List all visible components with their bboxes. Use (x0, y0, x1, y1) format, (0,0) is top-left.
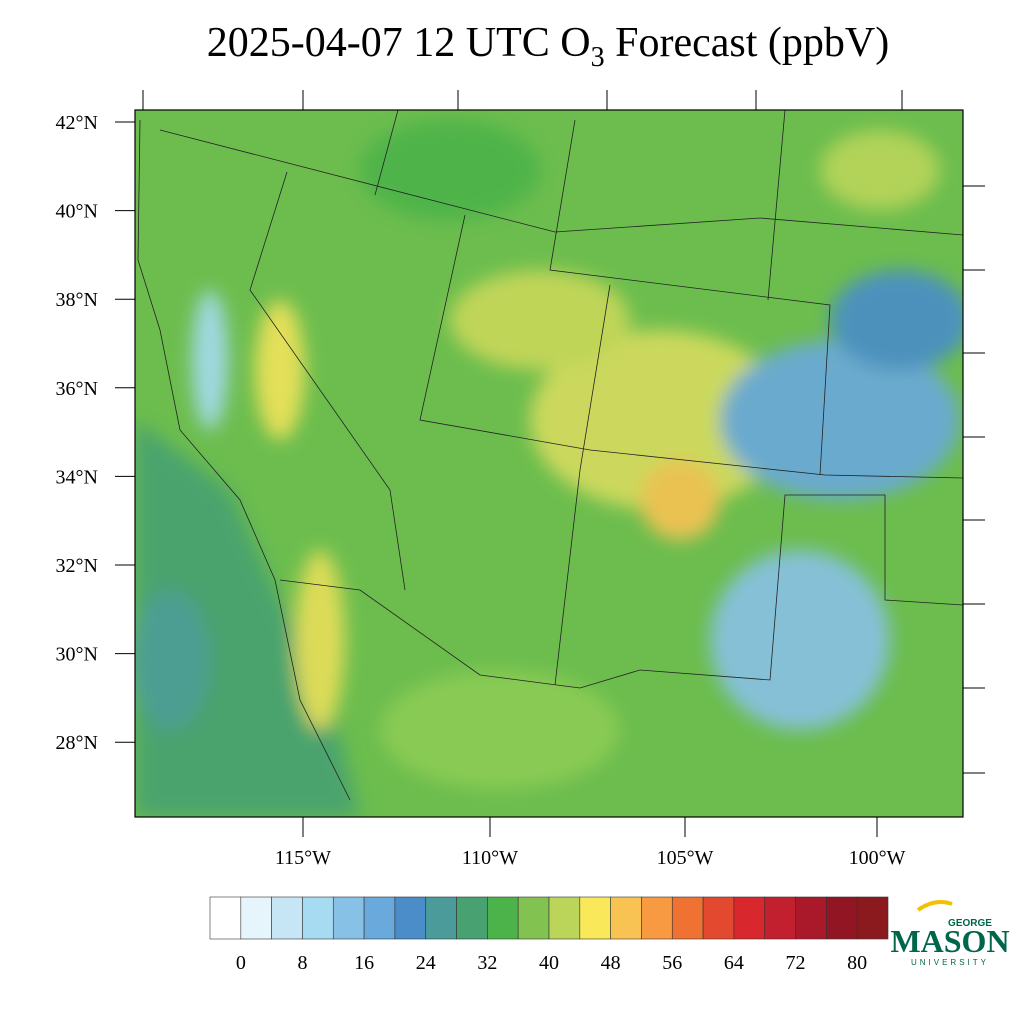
title: 2025-04-07 12 UTC O3 Forecast (ppbV) (207, 20, 889, 73)
colorbar-box (764, 896, 796, 940)
colorbar-box (641, 896, 673, 940)
lon-label: 110°W (462, 847, 518, 869)
logo: GEORGE MASON UNIVERSITY (890, 900, 1010, 967)
lat-label: 28°N (56, 732, 98, 754)
lat-label: 32°N (56, 555, 98, 577)
lon-label: 105°W (657, 847, 714, 869)
ozone-field (135, 110, 963, 817)
colorbar-label: 40 (539, 952, 559, 974)
colorbar-box (456, 896, 488, 940)
colorbar-label: 32 (477, 952, 497, 974)
colorbar-box (363, 896, 396, 940)
colorbar-label: 16 (354, 952, 374, 974)
colorbar-box (240, 896, 272, 940)
lat-label: 36°N (56, 378, 98, 400)
colorbar-box (733, 896, 766, 940)
colorbar-label: 24 (416, 952, 436, 974)
colorbar-box (394, 896, 427, 940)
colorbar-box (826, 896, 858, 940)
colorbar-label: 72 (786, 952, 806, 974)
colorbar-box (795, 896, 827, 940)
title-subscript: 3 (591, 42, 605, 73)
colorbar-label: 64 (724, 952, 744, 974)
colorbar-box (517, 896, 550, 940)
map-frame (134, 109, 964, 818)
colorbar-box (332, 896, 365, 940)
colorbar-box (671, 896, 704, 940)
lon-label: 100°W (849, 847, 906, 869)
frame-ticks (142, 90, 985, 774)
colorbar-label: 56 (662, 952, 682, 974)
colorbar-box (271, 896, 303, 940)
logo-main: MASON (890, 923, 1009, 959)
colorbar-box (610, 896, 642, 940)
lat-label: 38°N (56, 289, 98, 311)
logo-bottom: UNIVERSITY (911, 958, 989, 967)
colorbar-label: 8 (297, 952, 307, 974)
colorbar-box (302, 896, 334, 940)
colorbar-box (856, 896, 889, 940)
colorbar-label: 48 (601, 952, 621, 974)
lat-label: 40°N (56, 201, 98, 223)
colorbar-box (579, 896, 611, 940)
colorbar-box (425, 896, 457, 940)
title-suffix: Forecast (ppbV) (605, 20, 890, 66)
colorbar-box (209, 896, 242, 940)
colorbar-label: 0 (236, 952, 246, 974)
colorbar-box (702, 896, 735, 940)
lon-label: 115°W (275, 847, 331, 869)
lat-label: 30°N (56, 644, 98, 666)
lat-label: 34°N (56, 466, 98, 488)
title-main: 2025-04-07 12 UTC O (207, 20, 591, 66)
colorbar-box (487, 896, 519, 940)
lat-label: 42°N (56, 112, 98, 134)
logo-top: GEORGE (948, 918, 992, 929)
colorbar-box (548, 896, 581, 940)
colorbar-label: 80 (847, 952, 867, 974)
